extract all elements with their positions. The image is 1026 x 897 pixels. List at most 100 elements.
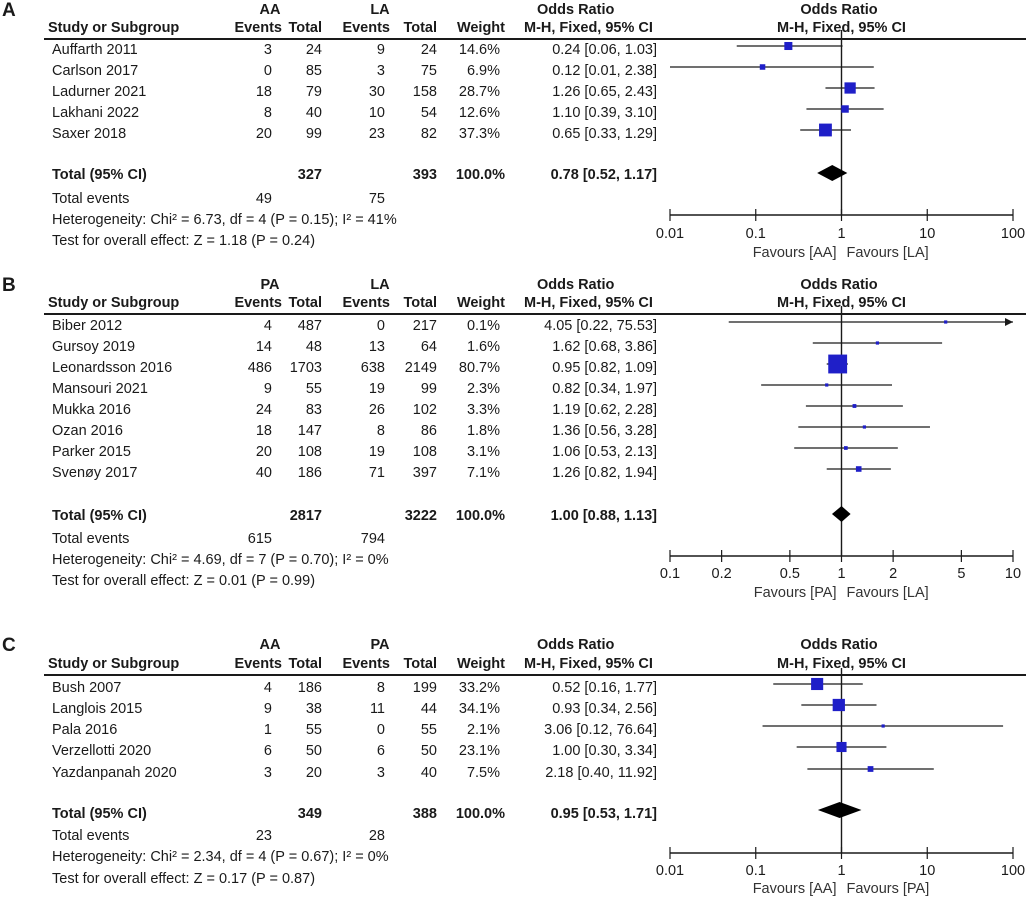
- study-name: Pala 2016: [52, 722, 118, 738]
- study-point-marker: [862, 425, 867, 429]
- pooled-effect-diamond: [817, 802, 862, 818]
- events-2: 3: [376, 765, 385, 781]
- total-ci: 1.00 [0.88, 1.13]: [550, 508, 657, 524]
- header-or-method: M-H, Fixed, 95% CI: [524, 20, 653, 36]
- weight: 2.1%: [466, 722, 500, 738]
- weight: 2.3%: [466, 381, 500, 397]
- odds-ratio-ci: 1.19 [0.62, 2.28]: [552, 402, 657, 418]
- total-1: 40: [305, 105, 322, 121]
- x-tick-label: 5: [957, 566, 965, 582]
- total-1: 186: [297, 680, 322, 696]
- weight: 34.1%: [458, 701, 500, 717]
- overall-effect-text: Test for overall effect: Z = 1.18 (P = 0…: [52, 233, 316, 249]
- study-name: Langlois 2015: [52, 701, 143, 717]
- x-tick-label: 1: [837, 226, 845, 242]
- total-2: 75: [420, 63, 437, 79]
- events-1: 3: [263, 765, 272, 781]
- total-ci: 0.78 [0.52, 1.17]: [550, 167, 657, 183]
- total-1: 99: [305, 126, 322, 142]
- study-name: Lakhani 2022: [52, 105, 140, 121]
- or-title: Odds Ratio: [537, 637, 615, 653]
- total-1: 55: [305, 381, 322, 397]
- forest-plot: 0.1 0.2 0.5 1 2 5 10 Favours [PA] Favours [LA]: [660, 306, 1021, 601]
- header-total-1: Total: [288, 295, 322, 311]
- study-point-marker: [855, 466, 862, 472]
- pooled-effect-diamond: [831, 506, 851, 522]
- total-1: 24: [305, 42, 322, 58]
- events-1: 0: [263, 63, 272, 79]
- plot-method: M-H, Fixed, 95% CI: [777, 295, 906, 311]
- events-2: 71: [368, 465, 385, 481]
- header-study: Study or Subgroup: [48, 20, 180, 36]
- total-2: 50: [420, 743, 437, 759]
- weight: 33.2%: [458, 680, 500, 696]
- study-point-marker: [828, 354, 848, 374]
- x-tick-label: 1: [837, 566, 845, 582]
- total-weight: 100.0%: [455, 508, 505, 524]
- total-n2: 388: [412, 806, 437, 822]
- events-1: 18: [255, 84, 272, 100]
- header-total-1: Total: [288, 656, 322, 672]
- or-title: Odds Ratio: [537, 2, 615, 18]
- study-name: Yazdanpanah 2020: [52, 765, 177, 781]
- events-2: 13: [368, 339, 385, 355]
- study-name: Ladurner 2021: [52, 84, 147, 100]
- study-name: Bush 2007: [52, 680, 122, 696]
- events-1: 20: [255, 126, 272, 142]
- total-2: 44: [420, 701, 437, 717]
- weight: 1.8%: [466, 423, 500, 439]
- study-point-marker: [836, 741, 847, 753]
- total-2: 64: [420, 339, 437, 355]
- odds-ratio-ci: 1.62 [0.68, 3.86]: [552, 339, 657, 355]
- events-1: 24: [255, 402, 272, 418]
- pooled-effect-diamond: [817, 165, 848, 181]
- x-tick-label: 0.2: [712, 566, 732, 582]
- plot-method: M-H, Fixed, 95% CI: [777, 20, 906, 36]
- total-2: 82: [420, 126, 437, 142]
- favours-right-label: Favours [LA]: [847, 585, 929, 601]
- total-n2: 3222: [404, 508, 437, 524]
- header-events-1: Events: [234, 20, 282, 36]
- total-2: 40: [420, 765, 437, 781]
- odds-ratio-ci: 1.10 [0.39, 3.10]: [552, 105, 657, 121]
- study-point-marker: [843, 446, 848, 450]
- heterogeneity-text: Heterogeneity: Chi² = 2.34, df = 4 (P = …: [52, 849, 389, 865]
- total-2: 99: [420, 381, 437, 397]
- study-name: Ozan 2016: [52, 423, 123, 439]
- header-total-2: Total: [403, 295, 437, 311]
- weight: 80.7%: [458, 360, 500, 376]
- events-2: 0: [376, 722, 385, 738]
- odds-ratio-ci: 0.93 [0.34, 2.56]: [552, 701, 657, 717]
- odds-ratio-ci: 4.05 [0.22, 75.53]: [544, 318, 657, 334]
- weight: 7.1%: [466, 465, 500, 481]
- total-1: 79: [305, 84, 322, 100]
- overall-effect-text: Test for overall effect: Z = 0.01 (P = 0…: [52, 573, 316, 589]
- events-1: 20: [255, 444, 272, 460]
- total-1: 487: [297, 318, 322, 334]
- header-or-method: M-H, Fixed, 95% CI: [524, 295, 653, 311]
- header-rule: [44, 38, 1026, 40]
- study-name: Gursoy 2019: [52, 339, 136, 355]
- weight: 6.9%: [466, 63, 500, 79]
- odds-ratio-ci: 1.26 [0.65, 2.43]: [552, 84, 657, 100]
- ci-arrow-right: [1005, 318, 1013, 326]
- weight: 1.6%: [466, 339, 500, 355]
- header-weight: Weight: [456, 656, 505, 672]
- events-1: 9: [263, 701, 272, 717]
- total-2: 86: [420, 423, 437, 439]
- study-point-marker: [832, 698, 845, 712]
- heterogeneity-text: Heterogeneity: Chi² = 4.69, df = 7 (P = …: [52, 552, 389, 568]
- total-2: 2149: [404, 360, 437, 376]
- study-name: Svenøy 2017: [52, 465, 138, 481]
- study-name: Mukka 2016: [52, 402, 131, 418]
- study-point-marker: [867, 766, 874, 772]
- forest-panel-b: B PA LA Odds Ratio Odds Ratio Study or S…: [0, 275, 1026, 605]
- events-1: 40: [255, 465, 272, 481]
- weight: 37.3%: [458, 126, 500, 142]
- favours-left-label: Favours [AA]: [753, 881, 837, 897]
- events-2: 30: [368, 84, 385, 100]
- events-1: 8: [263, 105, 272, 121]
- events-2: 10: [368, 105, 385, 121]
- overall-effect-text: Test for overall effect: Z = 0.17 (P = 0…: [52, 871, 316, 887]
- plot-title: Odds Ratio: [800, 2, 878, 18]
